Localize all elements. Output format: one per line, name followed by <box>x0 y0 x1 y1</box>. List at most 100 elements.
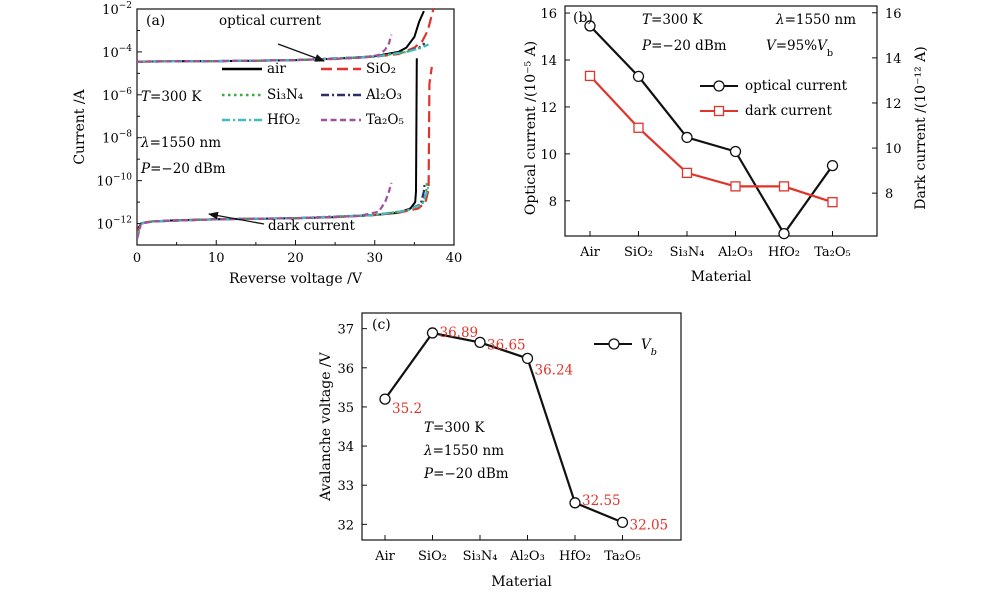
legend-marker <box>608 338 620 350</box>
data-point <box>778 228 790 240</box>
series-line <box>384 331 623 524</box>
legend-label: dark current <box>745 103 832 119</box>
optical-current-annotation: optical current <box>219 13 322 29</box>
y-tick-label: 37 <box>337 323 354 338</box>
data-point <box>729 145 742 158</box>
cond-voltage: V=95%Vb <box>766 38 833 59</box>
legend-label: HfO₂ <box>267 112 300 128</box>
cond-power: P=−20 dBm <box>641 38 727 54</box>
panel-a-series <box>137 9 435 239</box>
x-tick-label: 0 <box>133 251 141 266</box>
legend-label: optical current <box>745 78 848 94</box>
cond-temperature: T=300 K <box>642 12 703 28</box>
y-right-tick-label: 16 <box>885 7 902 22</box>
cond-temperature: T=300 K <box>424 420 485 436</box>
data-point <box>778 181 790 192</box>
series-optical-line <box>137 42 426 63</box>
data-point <box>826 159 839 172</box>
data-point <box>616 516 629 529</box>
data-point <box>379 393 391 405</box>
y-right-tick-label: 12 <box>885 97 902 112</box>
data-point <box>730 181 741 192</box>
data-point <box>681 131 693 144</box>
optical-arrow <box>277 43 325 62</box>
x-tick-label: Al₂O₃ <box>717 245 753 260</box>
y-axis-label: Current /A <box>72 88 88 164</box>
panel-b-frame <box>564 5 878 237</box>
x-tick-label: SiO₂ <box>624 245 653 260</box>
legend-label: Al₂O₃ <box>365 87 402 103</box>
y-tick-label: 8 <box>549 195 557 210</box>
data-point <box>584 20 596 32</box>
panel-c-tag: (c) <box>372 317 391 333</box>
x-axis-label: Material <box>491 574 552 590</box>
data-label: 32.55 <box>582 493 621 509</box>
y-tick-label: 10−10 <box>96 173 132 190</box>
data-point <box>569 497 581 509</box>
data-point <box>474 336 486 349</box>
data-point <box>584 70 596 82</box>
y-right-tick-label: 14 <box>885 52 902 67</box>
y-tick-label: 10−12 <box>96 216 132 233</box>
series-line <box>589 25 834 236</box>
x-tick-label: 40 <box>446 251 463 266</box>
data-label: 36.65 <box>487 337 526 353</box>
x-tick-label: 20 <box>287 251 304 266</box>
panel-b-current-vs-material: 8 10 12 14 16 8 10 12 14 16 Air SiO₂ Si₃N₄ Al₂O₃ HfO₂ T… <box>523 5 929 285</box>
y-right-tick-label: 10 <box>885 142 902 157</box>
y-tick-label: 12 <box>540 101 557 116</box>
y-right-axis-label: Dark current /(10⁻¹² A) <box>913 46 929 209</box>
y-tick-label: 16 <box>540 7 557 22</box>
x-tick-label: Ta₂O₅ <box>604 549 641 564</box>
y-right-tick-label: 8 <box>885 187 893 202</box>
y-tick-label: 32 <box>337 518 354 533</box>
legend-label: Ta₂O₅ <box>366 112 404 128</box>
x-tick-label: Air <box>374 549 396 564</box>
data-label: 36.89 <box>440 325 479 341</box>
x-tick-label: HfO₂ <box>768 245 800 260</box>
x-tick-label: Ta₂O₅ <box>814 245 851 260</box>
series-line <box>589 75 833 204</box>
cond-temperature: T=300 K <box>141 89 202 105</box>
cond-power: P=−20 dBm <box>423 466 509 482</box>
y-tick-label: 34 <box>337 440 354 455</box>
y-tick-label: 35 <box>337 401 354 416</box>
series-optical-line <box>137 43 430 63</box>
data-point <box>521 352 534 365</box>
legend-label: Si₃N₄ <box>267 87 303 103</box>
series-optical-line <box>137 34 393 63</box>
panel-c-avalanche-voltage: 32 33 34 35 36 37 Air SiO₂ Si₃N₄ Al₂O₃ HfO₂ Ta₂O₅ Ma… <box>318 312 682 590</box>
data-point <box>827 197 838 208</box>
cond-wavelength: λ=1550 nm <box>775 12 856 28</box>
data-point <box>633 122 644 133</box>
x-tick-label: Si₃N₄ <box>463 549 498 564</box>
legend-marker <box>713 105 725 117</box>
y-tick-label: 33 <box>337 479 354 494</box>
series-dark-line <box>137 182 393 239</box>
data-point <box>681 167 693 179</box>
dark-current-annotation: dark current <box>268 218 355 234</box>
data-label: 35.2 <box>392 401 422 417</box>
panel-a-tag: (a) <box>146 13 165 29</box>
cond-wavelength: λ=1550 nm <box>140 135 221 151</box>
y-tick-label: 10−4 <box>102 44 132 61</box>
legend-label: SiO₂ <box>366 61 396 77</box>
legend-label: Vb <box>641 337 657 358</box>
y-tick-label: 36 <box>337 362 354 377</box>
panel-a-current-vs-voltage: 0 10 20 30 40 10−2 10−4 10−6 10−8 10−10 10−12 Rever… <box>72 1 462 287</box>
panel-c-frame <box>361 312 682 541</box>
x-tick-label: SiO₂ <box>418 549 447 564</box>
x-tick-label: 10 <box>208 251 225 266</box>
x-axis-label: Material <box>691 269 752 285</box>
y-tick-label: 10−6 <box>102 87 132 104</box>
cond-power: P=−20 dBm <box>140 161 226 177</box>
data-label: 36.24 <box>535 362 574 378</box>
x-tick-label: Al₂O₃ <box>509 549 545 564</box>
x-tick-label: Air <box>579 245 601 260</box>
y-tick-label: 10−2 <box>102 1 132 18</box>
data-point <box>632 70 645 83</box>
legend-marker <box>713 80 725 92</box>
dark-arrow <box>208 211 265 225</box>
y-axis-label: Optical current /(10⁻⁵ A) <box>523 41 539 215</box>
